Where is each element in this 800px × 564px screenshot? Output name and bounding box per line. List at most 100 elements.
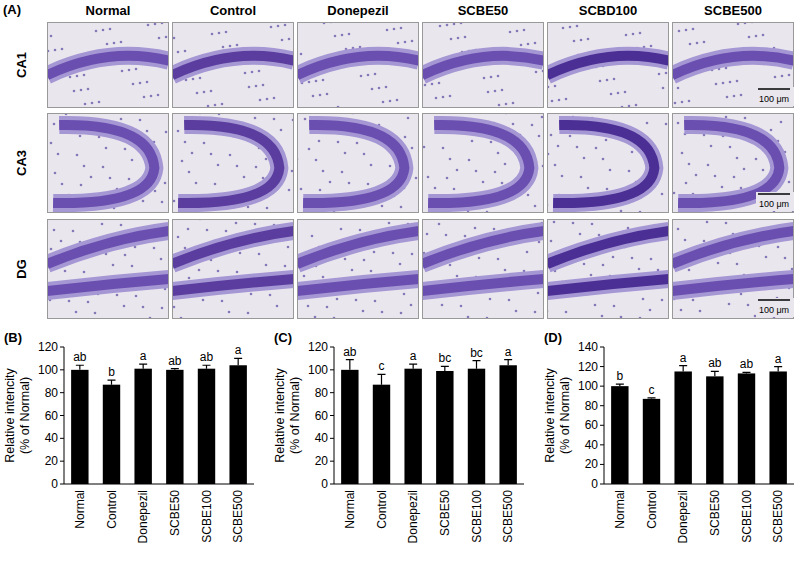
cell-dot (132, 83, 135, 86)
y-tick (600, 444, 604, 445)
axis-title-line: (% of Normal) (288, 377, 302, 454)
cell-dot (699, 310, 702, 313)
bar (674, 371, 691, 484)
cell-dot (661, 299, 664, 302)
cell-dot (410, 304, 413, 307)
x-tick-label: SCBE500 (231, 490, 245, 543)
cell-dot (456, 169, 459, 172)
cell-dot (733, 95, 736, 98)
micrograph-ground (672, 22, 794, 108)
cell-dot (397, 42, 400, 45)
cell-dot (259, 99, 262, 102)
cell-dot (124, 148, 127, 151)
cell-dot (762, 169, 765, 172)
cell-dot (755, 35, 758, 38)
cell-dot (554, 85, 557, 88)
error-bar (378, 374, 386, 384)
cell-dot (98, 136, 101, 139)
cell-dot (164, 182, 167, 185)
cell-layer (672, 231, 794, 264)
column-head: Normal (86, 3, 131, 18)
micrograph (172, 113, 294, 213)
cell-dot (157, 94, 160, 97)
cell-dot (112, 264, 115, 267)
panel-label: (B) (4, 330, 22, 345)
cell-dot (83, 165, 86, 168)
x-axis (604, 484, 794, 485)
bar (404, 369, 421, 484)
cell-dot (501, 182, 504, 185)
cell-dot (504, 269, 507, 272)
micrograph-frame (48, 220, 169, 319)
cell-layer (428, 125, 529, 203)
cell-layer (297, 231, 419, 264)
cell-layer-halo (47, 56, 169, 75)
cell-dot (315, 159, 318, 162)
cell-dot (95, 30, 98, 33)
cell-dot (576, 25, 579, 28)
cell-dot (382, 101, 385, 104)
micrograph (547, 113, 669, 213)
cell-dot (203, 142, 206, 145)
cell-dot (788, 181, 791, 184)
cell-dot (307, 305, 310, 308)
cell-dot (287, 246, 290, 249)
cell-dot (728, 303, 731, 306)
cell-dot (610, 93, 613, 96)
cell-dot (535, 71, 538, 74)
y-tick (60, 461, 64, 462)
cell-dot (573, 40, 576, 43)
cell-dot (191, 152, 194, 155)
micrograph-ground (547, 219, 669, 319)
significance-label: ab (168, 354, 182, 368)
cell-dot (319, 94, 322, 97)
cell-dot (308, 81, 311, 84)
x-tick-label: Normal (343, 490, 357, 529)
y-tick-label: 80 (315, 386, 329, 400)
cell-dot (266, 207, 269, 210)
cell-dot (61, 48, 64, 51)
cell-dot (550, 134, 553, 137)
cell-dot (583, 263, 586, 266)
cell-dot (340, 228, 343, 231)
cell-dot (431, 83, 434, 86)
cell-dot (161, 307, 164, 310)
cell-dot (635, 104, 638, 107)
cell-dot (262, 84, 265, 87)
micrograph-ground (47, 219, 169, 319)
x-tick-label: Normal (73, 490, 87, 529)
cell-dot (501, 89, 504, 92)
error-bar (504, 360, 512, 366)
cell-dot (508, 299, 511, 302)
cell-dot (254, 223, 257, 226)
cell-dot (255, 85, 258, 88)
micrograph (672, 219, 794, 319)
cell-dot (468, 159, 471, 162)
cell-dot (247, 312, 250, 315)
cell-dot (84, 103, 87, 106)
cell-dot (218, 32, 221, 35)
micrograph (297, 22, 419, 108)
cell-dot (344, 258, 347, 261)
cell-dot (569, 26, 572, 29)
micrograph-ground (172, 22, 294, 108)
cell-dot (341, 171, 344, 174)
cell-dot (273, 118, 276, 121)
y-tick-label: 20 (585, 457, 599, 471)
cell-dot (403, 293, 406, 296)
cell-dot (551, 100, 554, 103)
cell-dot (612, 256, 615, 259)
cell-dot (579, 233, 582, 236)
y-tick-label: 120 (38, 340, 58, 354)
cell-dot (288, 189, 291, 192)
cell-dot (400, 27, 403, 30)
cell-dot (650, 258, 653, 261)
cell-dot (83, 271, 86, 274)
cell-layer-halo (47, 279, 169, 291)
cell-dot (270, 26, 273, 29)
cell-dot (490, 76, 493, 79)
cell-dot (453, 188, 456, 191)
y-tick-label: 60 (45, 409, 59, 423)
cell-dot (526, 251, 529, 254)
cell-dot (520, 44, 523, 47)
